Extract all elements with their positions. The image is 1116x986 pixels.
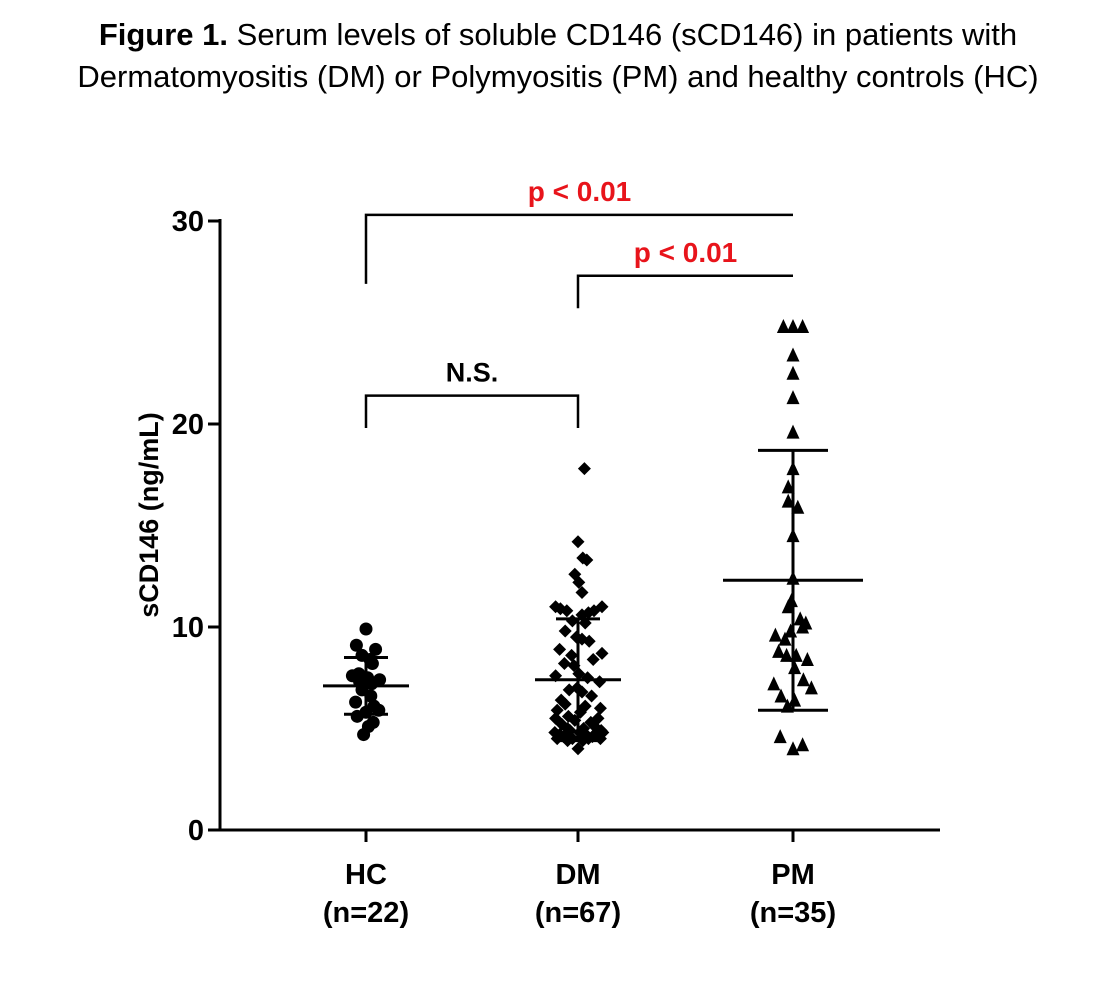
data-point-dm [580, 553, 594, 567]
data-point-pm [791, 499, 805, 514]
data-point-pm [786, 319, 800, 334]
data-point-dm [571, 742, 585, 756]
data-point-pm [788, 660, 802, 675]
data-point-hc [349, 638, 363, 652]
data-point-pm [786, 390, 800, 405]
data-point-hc [359, 622, 373, 636]
y-tick-label: 30 [172, 206, 204, 238]
significance-label: p < 0.01 [634, 237, 738, 268]
x-tick-label-hc: HC [345, 859, 387, 891]
caption-text-2: Dermatomyositis (DM) or Polymyositis (PM… [77, 59, 1039, 94]
caption-line-1: Figure 1. Serum levels of soluble CD146 … [0, 14, 1116, 56]
data-point-pm [796, 619, 810, 634]
data-point-hc [365, 657, 379, 671]
data-point-pm [773, 729, 787, 744]
data-point-dm [560, 604, 574, 618]
data-point-pm [781, 479, 795, 494]
data-point-dm [553, 642, 567, 656]
y-tick-label: 10 [172, 612, 204, 644]
significance-bracket [364, 394, 580, 429]
data-point-pm [776, 319, 790, 334]
data-point-dm [586, 652, 600, 666]
x-tick-label-dm: DM [555, 859, 600, 891]
data-point-pm [780, 647, 794, 662]
data-point-pm [786, 365, 800, 380]
y-tick-label: 0 [188, 815, 204, 847]
data-point-pm [796, 737, 810, 752]
x-tick-label-pm: PM [771, 859, 815, 891]
y-tick-label: 20 [172, 409, 204, 441]
data-point-dm [562, 683, 576, 697]
significance-label: p < 0.01 [528, 176, 632, 207]
data-point-dm [550, 703, 564, 717]
data-point-hc [349, 695, 363, 709]
data-point-pm [767, 676, 781, 691]
x-tick-n-hc: (n=22) [323, 897, 409, 929]
x-tick-n-pm: (n=35) [750, 897, 836, 929]
significance-label: N.S. [446, 358, 499, 388]
data-point-pm [796, 672, 810, 687]
figure-caption: Figure 1. Serum levels of soluble CD146 … [0, 14, 1116, 98]
data-point-pm [804, 680, 818, 695]
data-point-dm [585, 689, 599, 703]
data-point-pm [774, 688, 788, 703]
data-point-pm [786, 741, 800, 756]
data-point-pm [800, 651, 814, 666]
data-point-hc [369, 642, 383, 656]
significance-bracket [576, 274, 793, 309]
data-point-dm [558, 697, 572, 711]
figure-label: Figure 1. [98, 17, 229, 52]
data-point-pm [796, 319, 810, 334]
data-point-pm [778, 631, 792, 646]
significance-bracket [364, 213, 793, 284]
data-point-hc [364, 689, 378, 703]
data-point-pm [786, 347, 800, 362]
data-point-pm [781, 493, 795, 508]
x-tick-n-dm: (n=67) [535, 897, 621, 929]
data-point-dm [593, 675, 607, 689]
data-point-dm [577, 462, 591, 476]
data-point-dm [593, 701, 607, 715]
caption-text-1: Serum levels of soluble CD146 (sCD146) i… [236, 17, 1018, 52]
data-point-dm [572, 575, 586, 589]
y-axis-label: sCD146 (ng/mL) [134, 412, 164, 618]
data-point-hc [357, 728, 371, 742]
data-point-dm [575, 585, 589, 599]
data-point-dm [571, 535, 585, 549]
data-point-pm [781, 599, 795, 614]
data-point-pm [772, 643, 786, 658]
data-point-hc [350, 709, 364, 723]
data-point-dm [565, 648, 579, 662]
data-point-pm [786, 424, 800, 439]
data-point-pm [768, 627, 782, 642]
data-point-dm [558, 624, 572, 638]
data-point-pm [788, 692, 802, 707]
data-point-dm [557, 657, 571, 671]
data-point-dm [582, 634, 596, 648]
data-point-dm [595, 646, 609, 660]
